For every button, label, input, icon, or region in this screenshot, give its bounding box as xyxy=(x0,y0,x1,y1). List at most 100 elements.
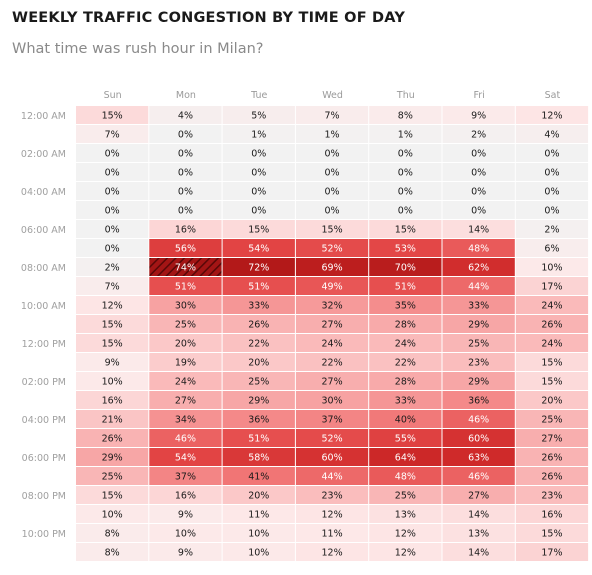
cell-value-label: 48% xyxy=(395,472,416,483)
cell-value-label: 20% xyxy=(175,339,196,350)
cell-value-label: 0% xyxy=(251,168,266,179)
cell-value-label: 15% xyxy=(395,225,416,236)
cell-value-label: 2% xyxy=(105,263,120,274)
heatmap-cell xyxy=(369,144,442,162)
cell-value-label: 0% xyxy=(178,168,193,179)
heatmap-cell xyxy=(369,543,442,561)
cell-value-label: 28% xyxy=(395,377,416,388)
time-label: 06:00 PM xyxy=(22,453,66,464)
time-label: 02:00 AM xyxy=(21,149,66,160)
cell-value-label: 44% xyxy=(321,472,342,483)
heatmap-cell xyxy=(222,524,295,542)
cell-value-label: 41% xyxy=(248,472,269,483)
heatmap-cell xyxy=(295,220,369,238)
cell-value-label: 15% xyxy=(321,225,342,236)
heatmap-cell xyxy=(295,315,369,333)
cell-value-label: 0% xyxy=(544,206,559,217)
heatmap-cell xyxy=(515,372,589,390)
day-label-mon: Mon xyxy=(176,90,196,101)
heatmap-cell xyxy=(515,125,589,143)
heatmap-cell xyxy=(222,125,295,143)
cell-value-label: 72% xyxy=(248,263,269,274)
cell-value-label: 60% xyxy=(468,434,489,445)
heatmap-cell xyxy=(442,410,515,428)
heatmap-cell xyxy=(295,505,369,523)
cell-value-label: 70% xyxy=(395,263,416,274)
cell-value-label: 19% xyxy=(175,358,196,369)
cell-value-label: 15% xyxy=(102,339,123,350)
cell-value-label: 21% xyxy=(102,415,123,426)
cell-value-label: 10% xyxy=(102,510,123,521)
heatmap-cell xyxy=(149,277,222,295)
cell-value-label: 0% xyxy=(398,206,413,217)
time-label: 12:00 AM xyxy=(21,111,66,122)
day-label-sat: Sat xyxy=(545,90,561,101)
cell-value-label: 16% xyxy=(175,225,196,236)
heatmap-cell xyxy=(295,182,369,200)
cell-value-label: 24% xyxy=(395,339,416,350)
cell-value-label: 29% xyxy=(468,377,489,388)
cell-value-label: 36% xyxy=(248,415,269,426)
heatmap-cell xyxy=(295,296,369,314)
cell-value-label: 58% xyxy=(248,453,269,464)
cell-value-label: 0% xyxy=(398,168,413,179)
heatmap-cell xyxy=(222,353,295,371)
cell-value-label: 10% xyxy=(541,263,562,274)
cell-value-label: 0% xyxy=(398,149,413,160)
cell-value-label: 15% xyxy=(248,225,269,236)
heatmap-cell xyxy=(149,505,222,523)
cell-value-label: 0% xyxy=(178,149,193,160)
heatmap-cell xyxy=(222,448,295,466)
heatmap-cell xyxy=(76,353,149,371)
cell-value-label: 24% xyxy=(541,301,562,312)
cell-value-label: 0% xyxy=(178,206,193,217)
heatmap-cell xyxy=(222,239,295,257)
cell-value-label: 29% xyxy=(248,396,269,407)
heatmap-cell xyxy=(515,448,589,466)
heatmap-cell xyxy=(149,524,222,542)
day-label-fri: Fri xyxy=(473,90,484,101)
heatmap-cell xyxy=(295,391,369,409)
heatmap-cell xyxy=(222,334,295,352)
heatmap-cell xyxy=(442,315,515,333)
cell-value-label: 0% xyxy=(471,206,486,217)
cell-value-label: 13% xyxy=(395,510,416,521)
heatmap-cell xyxy=(369,106,442,124)
cell-value-label: 9% xyxy=(105,358,120,369)
heatmap-cell xyxy=(515,543,589,561)
heatmap-cell xyxy=(442,220,515,238)
cell-value-label: 27% xyxy=(468,491,489,502)
cell-value-label: 0% xyxy=(398,187,413,198)
heatmap-cell xyxy=(369,220,442,238)
cell-value-label: 13% xyxy=(468,529,489,540)
cell-value-label: 64% xyxy=(395,453,416,464)
cell-value-label: 4% xyxy=(544,130,559,141)
heatmap-cell xyxy=(515,277,589,295)
heatmap-cell xyxy=(149,106,222,124)
cell-value-label: 14% xyxy=(468,225,489,236)
cell-value-label: 7% xyxy=(325,111,340,122)
cell-value-label: 16% xyxy=(175,491,196,502)
heatmap-cell xyxy=(149,429,222,447)
cell-value-label: 2% xyxy=(471,130,486,141)
cell-value-label: 44% xyxy=(468,282,489,293)
heatmap-cell xyxy=(222,258,295,276)
heatmap-cell xyxy=(442,182,515,200)
heatmap-cell xyxy=(442,258,515,276)
heatmap-cell xyxy=(442,296,515,314)
cell-value-label: 0% xyxy=(105,244,120,255)
day-labels: Sun Mon Tue Wed Thu Fri Sat xyxy=(104,90,561,101)
heatmap-cell xyxy=(295,258,369,276)
cell-value-label: 29% xyxy=(102,453,123,464)
cell-value-label: 7% xyxy=(105,282,120,293)
heatmap-cell xyxy=(222,372,295,390)
cell-value-label: 17% xyxy=(541,548,562,559)
heatmap-cell xyxy=(295,106,369,124)
cell-value-label: 27% xyxy=(321,320,342,331)
heatmap-cell xyxy=(149,467,222,485)
cell-value-label: 24% xyxy=(321,339,342,350)
cell-value-label: 54% xyxy=(248,244,269,255)
heatmap-cell xyxy=(149,182,222,200)
heatmap-cell xyxy=(442,524,515,542)
